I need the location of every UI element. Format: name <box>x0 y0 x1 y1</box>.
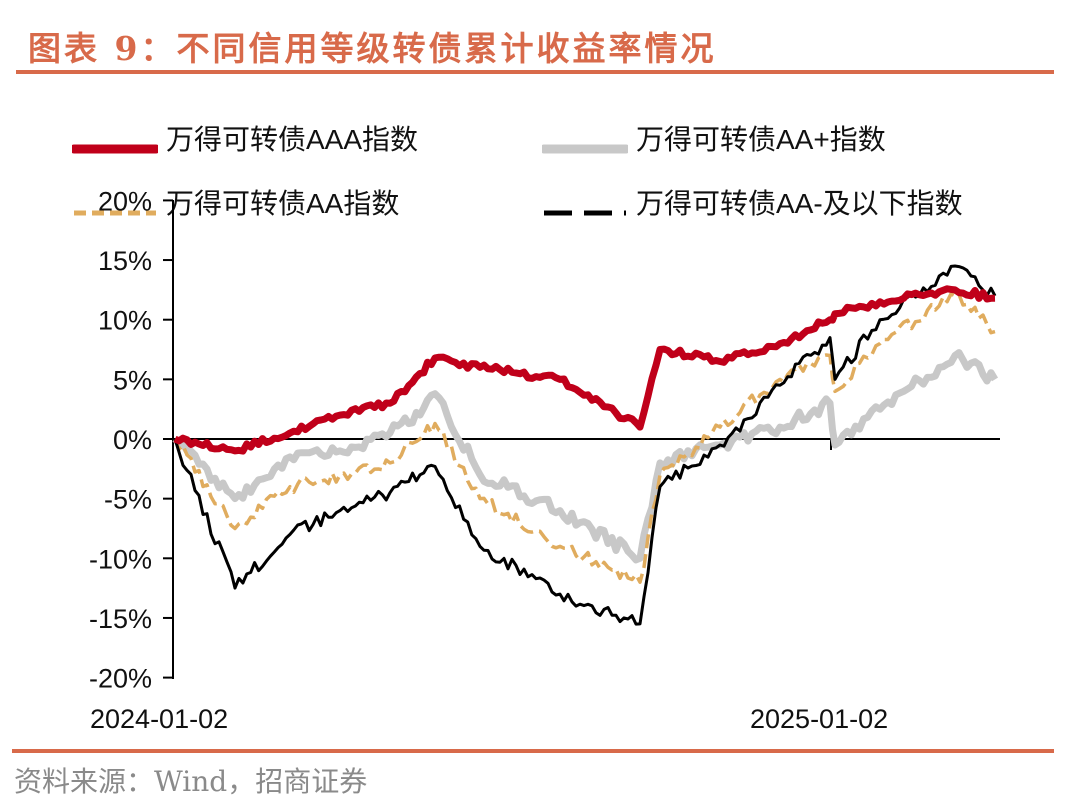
y-tick-label: -20% <box>89 664 152 694</box>
legend-item-aaminus: 万得可转债AA-及以下指数 <box>542 182 963 222</box>
y-tick-label: 15% <box>98 246 152 276</box>
chart-title: 图表 9：不同信用等级转债累计收益率情况 <box>28 29 717 68</box>
y-tick-label: -15% <box>89 604 152 634</box>
y-tick-label: 0% <box>113 425 152 455</box>
y-tick-label: 10% <box>98 306 152 336</box>
series-line-0 <box>173 285 996 455</box>
y-tick-label: -5% <box>104 485 152 515</box>
legend-label-aaminus: 万得可转债AA-及以下指数 <box>636 188 963 219</box>
source-note: 资料来源：Wind，招商证券 <box>14 765 368 798</box>
y-tick-label: 5% <box>113 365 152 395</box>
title-divider <box>16 70 1054 74</box>
legend-label-aaplus: 万得可转债AA+指数 <box>636 124 886 155</box>
legend-label-aaa: 万得可转债AAA指数 <box>166 124 419 155</box>
legend-swatch-aaplus-icon <box>539 131 631 154</box>
legend-item-aaa: 万得可转债AAA指数 <box>69 118 419 158</box>
series-layer <box>172 264 999 626</box>
y-tick-label: -10% <box>89 544 152 574</box>
y-tick-label: 20% <box>98 186 152 216</box>
legend-swatch-aaminus-icon <box>542 195 628 216</box>
x-tick-label-2025: 2025-01-02 <box>750 704 888 734</box>
legend-swatch-aaa-icon <box>69 131 161 154</box>
legend-swatch-aa-icon <box>72 195 158 216</box>
footer-divider <box>12 749 1054 753</box>
y-axis: -20% -15% -10% -5% 0% 5% 10% 15% 20% <box>89 186 174 694</box>
legend-item-aa: 万得可转债AA指数 <box>72 182 399 222</box>
series-line-2 <box>173 291 996 584</box>
series-line-3 <box>173 264 997 626</box>
series-line-1 <box>172 349 999 564</box>
line-chart: -20%-15%-10%-5%0%5%10%15%20% 2024-01-02 … <box>89 186 1000 734</box>
legend-label-aa: 万得可转债AA指数 <box>166 188 400 219</box>
x-tick-label-2024: 2024-01-02 <box>90 704 228 734</box>
legend-item-aaplus: 万得可转债AA+指数 <box>539 118 886 158</box>
